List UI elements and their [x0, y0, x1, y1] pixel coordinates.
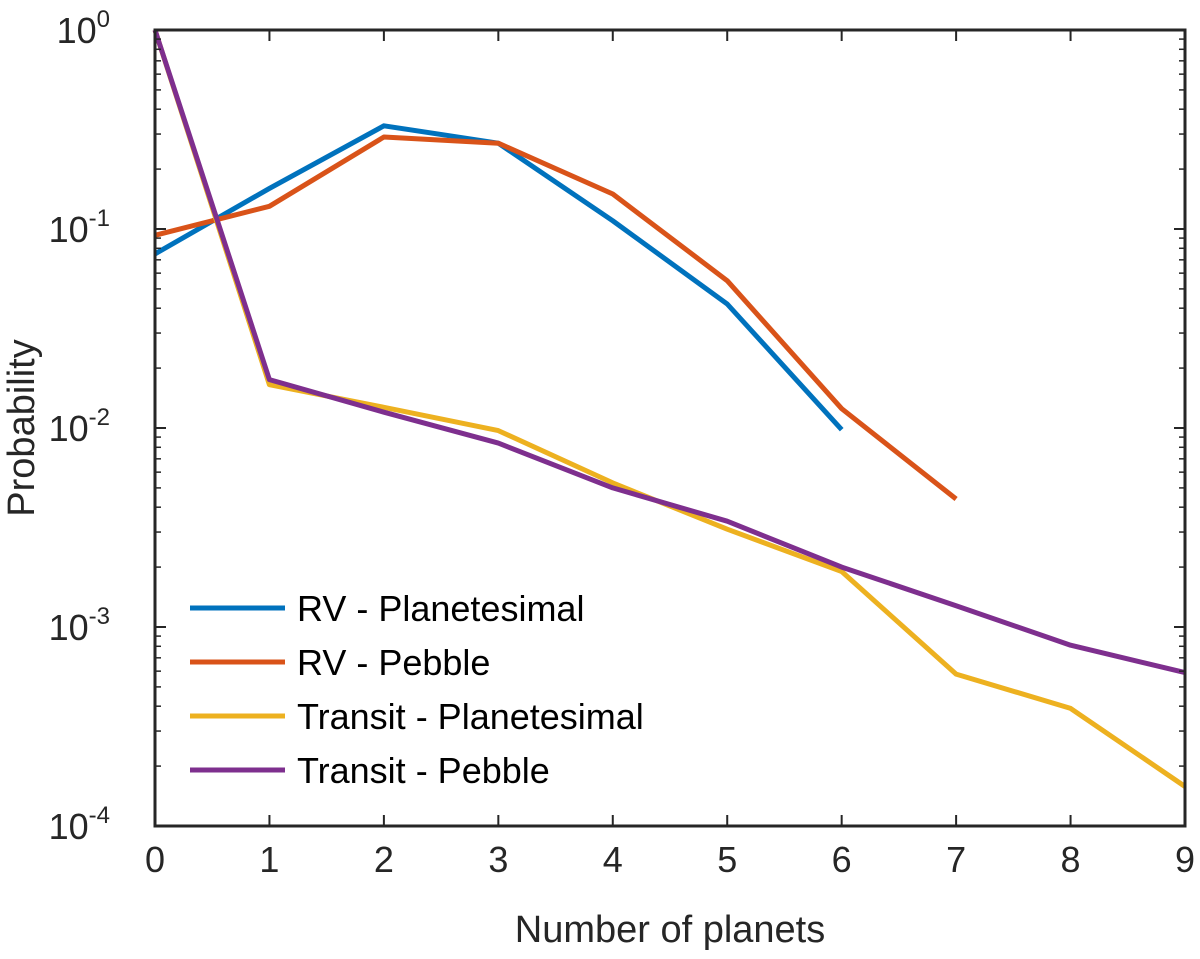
x-tick-label: 1	[259, 839, 279, 880]
x-tick-label: 0	[145, 839, 165, 880]
x-tick-label: 9	[1175, 839, 1195, 880]
ticks-layer: 0 1 2 3 4 5 6 7 8 9 100 10-1 10-2 10-3 10-4	[49, 6, 1195, 880]
x-tick-label: 6	[832, 839, 852, 880]
x-tick-label: 8	[1061, 839, 1081, 880]
legend-entry: RV - Planetesimal	[297, 588, 584, 629]
series-line-3	[152, 29, 1186, 676]
x-tick-label: 5	[717, 839, 737, 880]
legend: RV - Planetesimal RV - Pebble Transit - Pl…	[190, 588, 644, 791]
x-tick-label: 4	[603, 839, 623, 880]
legend-entry: Transit - Planetesimal	[297, 696, 644, 737]
series-line-0	[153, 123, 844, 432]
legend-entry: Transit - Pebble	[297, 750, 550, 791]
y-tick-label: 10-2	[49, 404, 110, 449]
y-tick-label: 10-1	[49, 205, 110, 250]
x-axis-label: Number of planets	[515, 909, 826, 951]
x-tick-label: 7	[946, 839, 966, 880]
y-tick-label: 100	[57, 6, 110, 51]
y-tick-label: 10-3	[49, 603, 110, 648]
series-line-1	[154, 134, 958, 501]
x-tick-label: 3	[488, 839, 508, 880]
y-axis-label: Probability	[1, 339, 43, 516]
y-tick-label: 10-4	[49, 802, 110, 847]
series-layer	[152, 29, 1187, 789]
legend-entry: RV - Pebble	[297, 642, 490, 683]
x-tick-label: 2	[374, 839, 394, 880]
